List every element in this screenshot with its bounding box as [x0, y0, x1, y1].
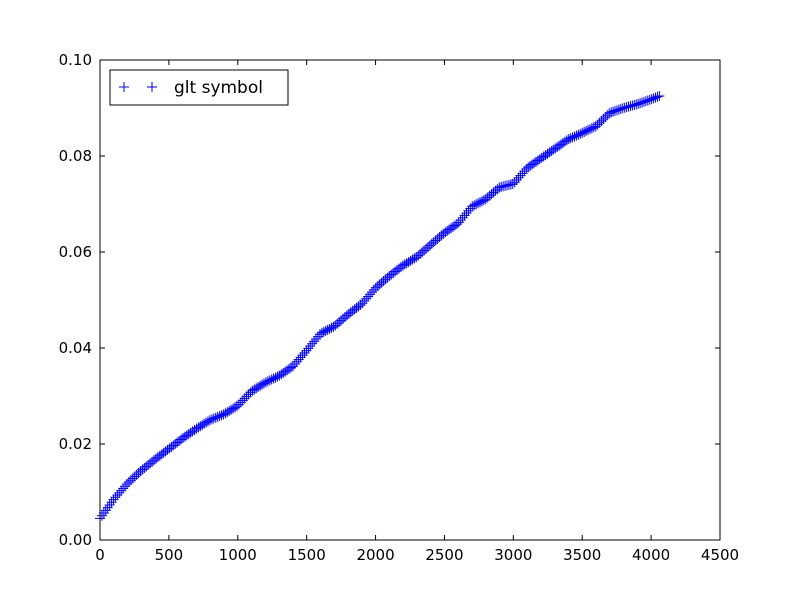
x-tick-label: 1500 — [288, 546, 326, 564]
x-tick-label: 500 — [155, 546, 184, 564]
y-tick-label: 0.06 — [59, 243, 92, 261]
x-tick-label: 4500 — [701, 546, 739, 564]
y-axis: 0.00 0.02 0.04 0.06 0.08 0.10 — [59, 51, 720, 549]
x-tick-label: 2000 — [356, 546, 394, 564]
plot-frame — [99, 59, 721, 541]
legend: glt symbol — [109, 69, 289, 106]
y-tick-label: 0.10 — [59, 51, 92, 69]
y-tick-label: 0.00 — [59, 531, 92, 549]
y-tick-label: 0.02 — [59, 435, 92, 453]
y-tick-label: 0.08 — [59, 147, 92, 165]
x-tick-label: 2500 — [425, 546, 463, 564]
legend-label: glt symbol — [174, 78, 263, 98]
y-tick-label: 0.04 — [59, 339, 92, 357]
x-tick-label: 1000 — [219, 546, 257, 564]
legend-box — [109, 69, 289, 106]
x-axis: 0 500 1000 1500 2000 2500 3000 3500 4000 4500 — [95, 60, 739, 564]
x-tick-label: 0 — [95, 546, 105, 564]
x-tick-label: 3500 — [563, 546, 601, 564]
x-tick-label: 4000 — [632, 546, 670, 564]
data-points — [95, 91, 665, 524]
x-tick-label: 3000 — [494, 546, 532, 564]
